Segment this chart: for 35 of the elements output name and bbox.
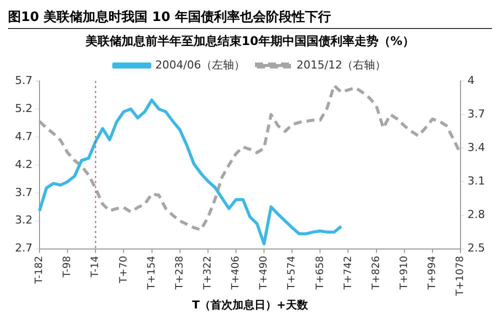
legend-label: 2004/06（左轴） (155, 58, 246, 72)
x-tick-label: T+1078 (455, 256, 466, 297)
x-tick-label: T+910 (398, 256, 410, 290)
x-tick-label: T+154 (146, 256, 158, 290)
y-tick-label: 5.2 (14, 102, 32, 115)
y2-tick-label: 2.5 (468, 242, 486, 255)
y2-tick-label: 3.7 (468, 107, 486, 120)
y-tick-label: 4.7 (14, 130, 32, 143)
y2-tick-label: 4 (468, 74, 475, 87)
x-tick-label: T-98 (62, 256, 74, 278)
x-tick-label: T+658 (314, 256, 326, 290)
x-tick-label: T+70 (118, 256, 130, 284)
x-tick-label: T-182 (34, 256, 46, 285)
x-tick-label: T+490 (258, 256, 270, 290)
y-tick-label: 2.7 (14, 242, 32, 255)
y-tick-label: 3.2 (14, 214, 32, 227)
x-tick-label: T+826 (370, 256, 382, 290)
y2-tick-label: 3.4 (468, 141, 486, 154)
y2-tick-label: 2.8 (468, 208, 486, 222)
legend-label: 2015/12（右轴） (296, 58, 386, 72)
y2-tick-label: 3.1 (468, 174, 486, 188)
x-tick-label: T+238 (174, 256, 186, 290)
y-tick-label: 4.2 (14, 158, 32, 171)
y-tick-label: 5.7 (14, 74, 32, 87)
x-axis-title: T（首次加息日）+天数 (192, 298, 309, 312)
line-series (38, 84, 462, 232)
x-tick-label: T-14 (90, 256, 102, 278)
x-tick-label: T+994 (427, 256, 438, 290)
chart-subtitle: 美联储加息前半年至加息结束10年期中国国债利率走势（%） (84, 33, 416, 50)
y-tick-label: 3.7 (14, 186, 32, 199)
x-tick-label: T+742 (342, 256, 354, 290)
x-tick-label: T+322 (202, 256, 214, 290)
chart-title: 图10 美联储加息时我国 10 年国债利率也会阶段性下行 (8, 8, 492, 29)
x-tick-label: T+574 (286, 256, 298, 290)
x-tick-label: T+406 (230, 256, 242, 290)
